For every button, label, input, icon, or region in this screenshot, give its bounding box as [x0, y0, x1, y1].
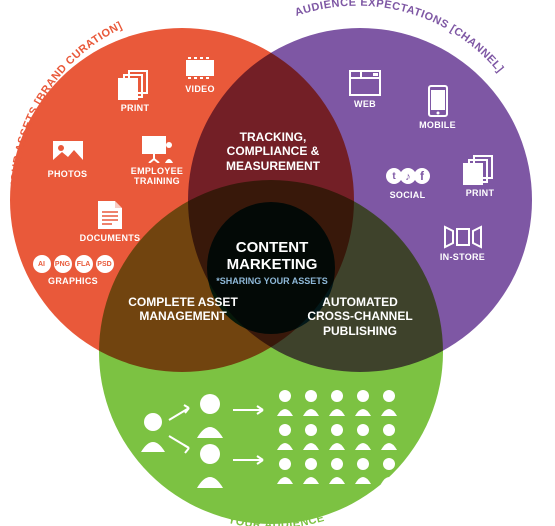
- chip-fla: FLA: [75, 255, 93, 273]
- film-icon: [185, 55, 215, 81]
- pages-icon: [463, 155, 497, 185]
- asset-graphics-label: GRAPHICS: [28, 276, 118, 286]
- venn-diagram: YOUR ASSETS [BRAND CURATION] AUDIENCE EX…: [0, 0, 555, 526]
- channel-web-label: WEB: [340, 99, 390, 109]
- asset-employee-training: EMPLOYEE TRAINING: [122, 135, 192, 186]
- pages-icon: [118, 70, 152, 100]
- graphics-chips: AI PNG FLA PSD: [28, 255, 118, 273]
- browser-icon: [349, 70, 381, 96]
- channel-web: WEB: [340, 70, 390, 109]
- asset-employee-training-label: EMPLOYEE TRAINING: [122, 166, 192, 186]
- document-icon: [97, 200, 123, 230]
- overlap-left-text: COMPLETE ASSET MANAGEMENT: [128, 295, 238, 323]
- photo-icon: [52, 140, 84, 166]
- asset-graphics: AI PNG FLA PSD GRAPHICS: [28, 255, 118, 286]
- channel-social-label: SOCIAL: [380, 190, 435, 200]
- chip-psd: PSD: [96, 255, 114, 273]
- channel-instore: IN-STORE: [430, 225, 495, 262]
- asset-photos-label: PHOTOS: [40, 169, 95, 179]
- overlap-right-text: AUTOMATED CROSS-CHANNEL PUBLISHING: [307, 295, 412, 338]
- mobile-icon: [428, 85, 448, 117]
- arc-label-audience: YOUR AUDIENCE: [227, 512, 326, 526]
- svg-text:YOUR AUDIENCE: YOUR AUDIENCE: [227, 512, 326, 526]
- channel-instore-label: IN-STORE: [430, 252, 495, 262]
- asset-video: VIDEO: [175, 55, 225, 94]
- channel-print-label: PRINT: [455, 188, 505, 198]
- center-subtitle: *SHARING YOUR ASSETS: [216, 276, 328, 286]
- channel-mobile: MOBILE: [410, 85, 465, 130]
- overlap-right: AUTOMATED CROSS-CHANNEL PUBLISHING: [300, 295, 420, 338]
- overlap-top: TRACKING, COMPLIANCE & MEASUREMENT: [218, 130, 328, 173]
- overlap-left: COMPLETE ASSET MANAGEMENT: [128, 295, 238, 324]
- asset-documents-label: DOCUMENTS: [75, 233, 145, 243]
- channel-mobile-label: MOBILE: [410, 120, 465, 130]
- presentation-icon: [141, 135, 173, 163]
- asset-print: PRINT: [110, 70, 160, 113]
- asset-print-label: PRINT: [110, 103, 160, 113]
- center-title-block: CONTENT MARKETING *SHARING YOUR ASSETS: [216, 240, 328, 286]
- channel-social: t ♪ f SOCIAL: [380, 165, 435, 200]
- chip-ai: AI: [33, 255, 51, 273]
- chip-png: PNG: [54, 255, 72, 273]
- asset-video-label: VIDEO: [175, 84, 225, 94]
- instore-icon: [443, 225, 483, 249]
- overlap-top-text: TRACKING, COMPLIANCE & MEASUREMENT: [226, 130, 320, 173]
- center-title: CONTENT MARKETING: [216, 240, 328, 273]
- arc-label-channel: AUDIENCE EXPECTATIONS [CHANNEL]: [293, 0, 505, 75]
- social-icon: t ♪ f: [386, 165, 430, 187]
- asset-photos: PHOTOS: [40, 140, 95, 179]
- channel-print: PRINT: [455, 155, 505, 198]
- svg-text:AUDIENCE EXPECTATIONS [CHANNEL: AUDIENCE EXPECTATIONS [CHANNEL]: [293, 0, 505, 75]
- svg-text:♪: ♪: [405, 171, 411, 183]
- asset-documents: DOCUMENTS: [75, 200, 145, 243]
- audience-graphic: [135, 380, 415, 490]
